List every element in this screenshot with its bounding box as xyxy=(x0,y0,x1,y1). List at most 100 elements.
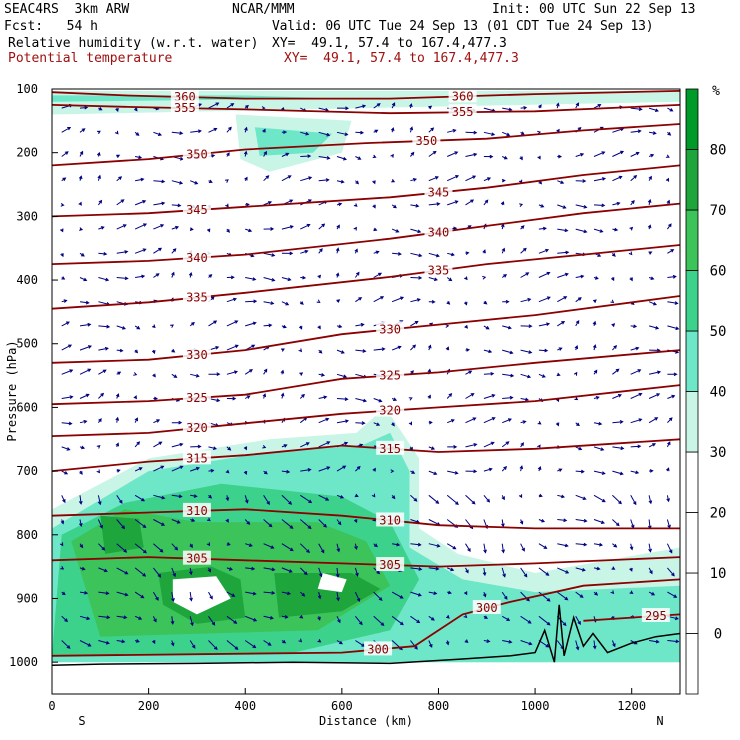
wind-arrow-644 xyxy=(575,102,580,109)
theta-label-360-3: 360 xyxy=(452,89,474,103)
wind-arrow-319 xyxy=(299,591,306,597)
wind-arrow-543 xyxy=(483,441,495,448)
wind-arrow-300 xyxy=(300,131,310,136)
wind-arrow-245 xyxy=(243,470,248,475)
wind-arrow-139 xyxy=(171,131,184,135)
wind-arrow-725 xyxy=(630,392,643,399)
wind-arrow-141 xyxy=(171,180,184,185)
wind-arrow-385 xyxy=(353,519,358,524)
wind-arrow-143 xyxy=(171,225,180,230)
wind-arrow-42 xyxy=(79,566,86,571)
colorbar-label-80: 80 xyxy=(710,143,727,159)
wind-arrow-147 xyxy=(170,324,174,328)
wind-arrow-699 xyxy=(611,323,616,327)
wind-arrow-127 xyxy=(153,396,158,401)
wind-arrow-585 xyxy=(520,349,533,354)
wind-arrow-12 xyxy=(61,395,74,399)
wind-arrow-129 xyxy=(153,441,163,448)
theta-label-bg-350-1 xyxy=(182,146,211,161)
wind-arrow-504 xyxy=(445,614,450,619)
wind-arrow-122 xyxy=(153,273,160,278)
wind-arrow-778 xyxy=(667,567,675,577)
wind-arrow-45 xyxy=(79,640,92,647)
wind-arrow-603 xyxy=(538,226,547,231)
wind-arrow-637 xyxy=(557,494,566,499)
wind-arrow-136 xyxy=(152,616,157,623)
wind-arrow-110 xyxy=(134,543,147,554)
colorbar-label-40: 40 xyxy=(710,385,727,401)
wind-arrow-157 xyxy=(171,567,176,578)
wind-arrow-81 xyxy=(115,393,120,399)
wind-arrow-565 xyxy=(502,418,512,424)
colorbar-segment-4 xyxy=(685,391,699,453)
wind-arrow-752 xyxy=(648,495,653,505)
wind-arrow-427 xyxy=(391,422,395,427)
wind-arrow-457 xyxy=(410,591,422,597)
wind-arrow-638 xyxy=(557,518,568,523)
wind-arrow-106 xyxy=(134,441,141,448)
wind-arrow-107 xyxy=(134,467,143,472)
wind-arrow-333 xyxy=(318,373,326,377)
wind-arrow-47 xyxy=(96,130,101,135)
wind-arrow-664 xyxy=(575,591,584,598)
wind-arrow-224 xyxy=(225,518,229,523)
wind-arrow-406 xyxy=(372,467,376,472)
wind-arrow-579 xyxy=(519,203,524,207)
wind-arrow-237 xyxy=(245,277,257,281)
theta-label-bg-300-1 xyxy=(364,641,393,656)
wind-arrow-598 xyxy=(538,104,542,109)
wind-arrow-377 xyxy=(355,322,365,327)
wind-arrow-661 xyxy=(575,518,588,523)
wind-arrow-233 xyxy=(244,176,248,181)
wind-arrow-209 xyxy=(226,152,230,157)
wind-arrow-248 xyxy=(245,543,253,547)
wind-arrow-290 xyxy=(281,444,288,448)
wind-arrow-205 xyxy=(208,616,216,626)
wind-arrow-294 xyxy=(281,543,294,552)
theta-contour-345 xyxy=(52,164,680,218)
wind-arrow-105 xyxy=(134,417,138,423)
theta-label-310-1: 310 xyxy=(186,504,208,518)
wind-arrow-770 xyxy=(667,372,678,377)
wind-arrow-131 xyxy=(153,494,166,500)
wind-arrow-121 xyxy=(153,247,163,254)
wind-arrow-328 xyxy=(318,248,323,254)
wind-arrow-17 xyxy=(60,519,65,525)
wind-arrow-501 xyxy=(446,543,457,550)
wind-arrow-195 xyxy=(208,372,221,377)
wind-arrow-491 xyxy=(446,300,451,305)
wind-arrow-703 xyxy=(612,420,624,424)
wind-arrow-571 xyxy=(501,567,506,578)
colorbar-label-50: 50 xyxy=(710,324,727,340)
wind-arrow-728 xyxy=(630,470,640,475)
wind-arrow-155 xyxy=(171,519,181,524)
wind-arrow-689 xyxy=(592,640,597,650)
theta-contour-355 xyxy=(52,104,680,115)
wind-arrow-693 xyxy=(612,175,623,182)
x-axis: 0 200 400 600 800 1000 1200 xyxy=(48,688,646,713)
wind-arrow-39 xyxy=(78,495,83,505)
wind-arrow-503 xyxy=(447,590,452,595)
wind-arrow-298 xyxy=(281,639,287,644)
wind-arrow-478 xyxy=(428,543,441,548)
wind-arrow-626 xyxy=(557,228,569,233)
wind-arrow-594 xyxy=(520,567,528,578)
wind-arrow-628 xyxy=(557,272,569,278)
wind-arrow-284 xyxy=(281,301,290,306)
wind-arrow-575 xyxy=(520,105,528,110)
wind-arrow-94 xyxy=(135,155,143,160)
theta-label-335-3: 335 xyxy=(428,264,450,278)
wind-arrow-547 xyxy=(483,543,487,554)
y-tick-label-400: 400 xyxy=(16,273,38,287)
wind-arrow-166 xyxy=(189,227,194,231)
rh-region-70-9 xyxy=(274,573,381,618)
wind-arrow-351 xyxy=(335,247,340,254)
wind-arrow-499 xyxy=(446,494,459,505)
colorbar-label-20: 20 xyxy=(710,506,727,522)
wind-arrow-493 xyxy=(445,346,450,351)
wind-arrow-31 xyxy=(79,300,90,305)
wind-arrow-621 xyxy=(556,102,560,109)
theta-label-295-1: 295 xyxy=(645,609,667,623)
y-tick-label-500: 500 xyxy=(16,337,38,351)
wind-arrow-683 xyxy=(593,494,606,503)
